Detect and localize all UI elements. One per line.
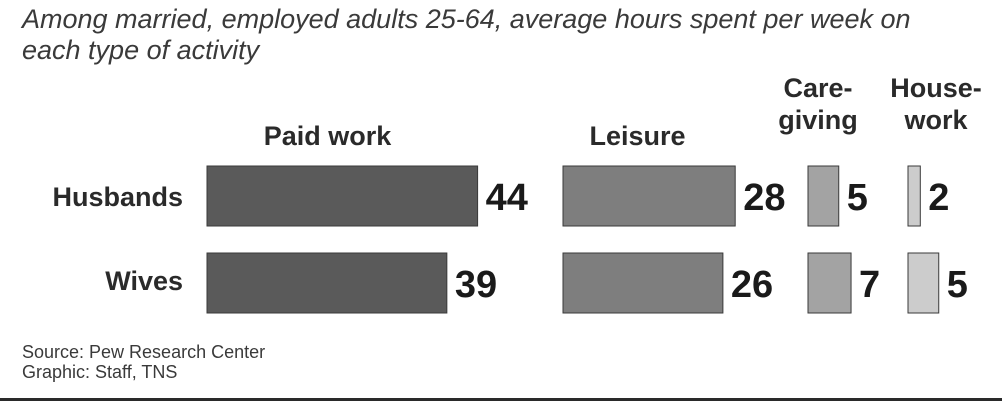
column-header-housework: House- work bbox=[890, 73, 982, 135]
value-label-house-work-wives: 5 bbox=[947, 264, 968, 306]
bar-paid-work-wives bbox=[206, 252, 448, 314]
row-label-husbands: Husbands bbox=[52, 182, 183, 212]
column-header-caregiving: Care- giving bbox=[778, 73, 858, 135]
value-label-care-giving-husbands: 5 bbox=[847, 177, 868, 219]
bar-paid-work-husbands bbox=[206, 165, 479, 227]
bar-house-work-husbands bbox=[907, 165, 921, 227]
value-label-house-work-husbands: 2 bbox=[928, 177, 949, 219]
bar-leisure-wives bbox=[562, 252, 724, 314]
bottom-rule bbox=[0, 398, 1002, 401]
value-label-leisure-husbands: 28 bbox=[743, 177, 785, 219]
chart-subtitle: Among married, employed adults 25-64, av… bbox=[22, 4, 911, 65]
bar-house-work-wives bbox=[907, 252, 940, 314]
value-label-paid-work-wives: 39 bbox=[455, 264, 497, 306]
bar-leisure-husbands bbox=[562, 165, 736, 227]
bar-care-giving-husbands bbox=[807, 165, 840, 227]
source-note: Source: Pew Research Center Graphic: Sta… bbox=[22, 342, 266, 382]
value-label-leisure-wives: 26 bbox=[731, 264, 773, 306]
column-header-paid-work: Paid work bbox=[263, 121, 392, 151]
value-label-care-giving-wives: 7 bbox=[859, 264, 880, 306]
column-header-leisure: Leisure bbox=[589, 121, 686, 151]
bar-care-giving-wives bbox=[807, 252, 852, 314]
value-label-paid-work-husbands: 44 bbox=[486, 177, 528, 219]
row-label-wives: Wives bbox=[105, 266, 183, 296]
